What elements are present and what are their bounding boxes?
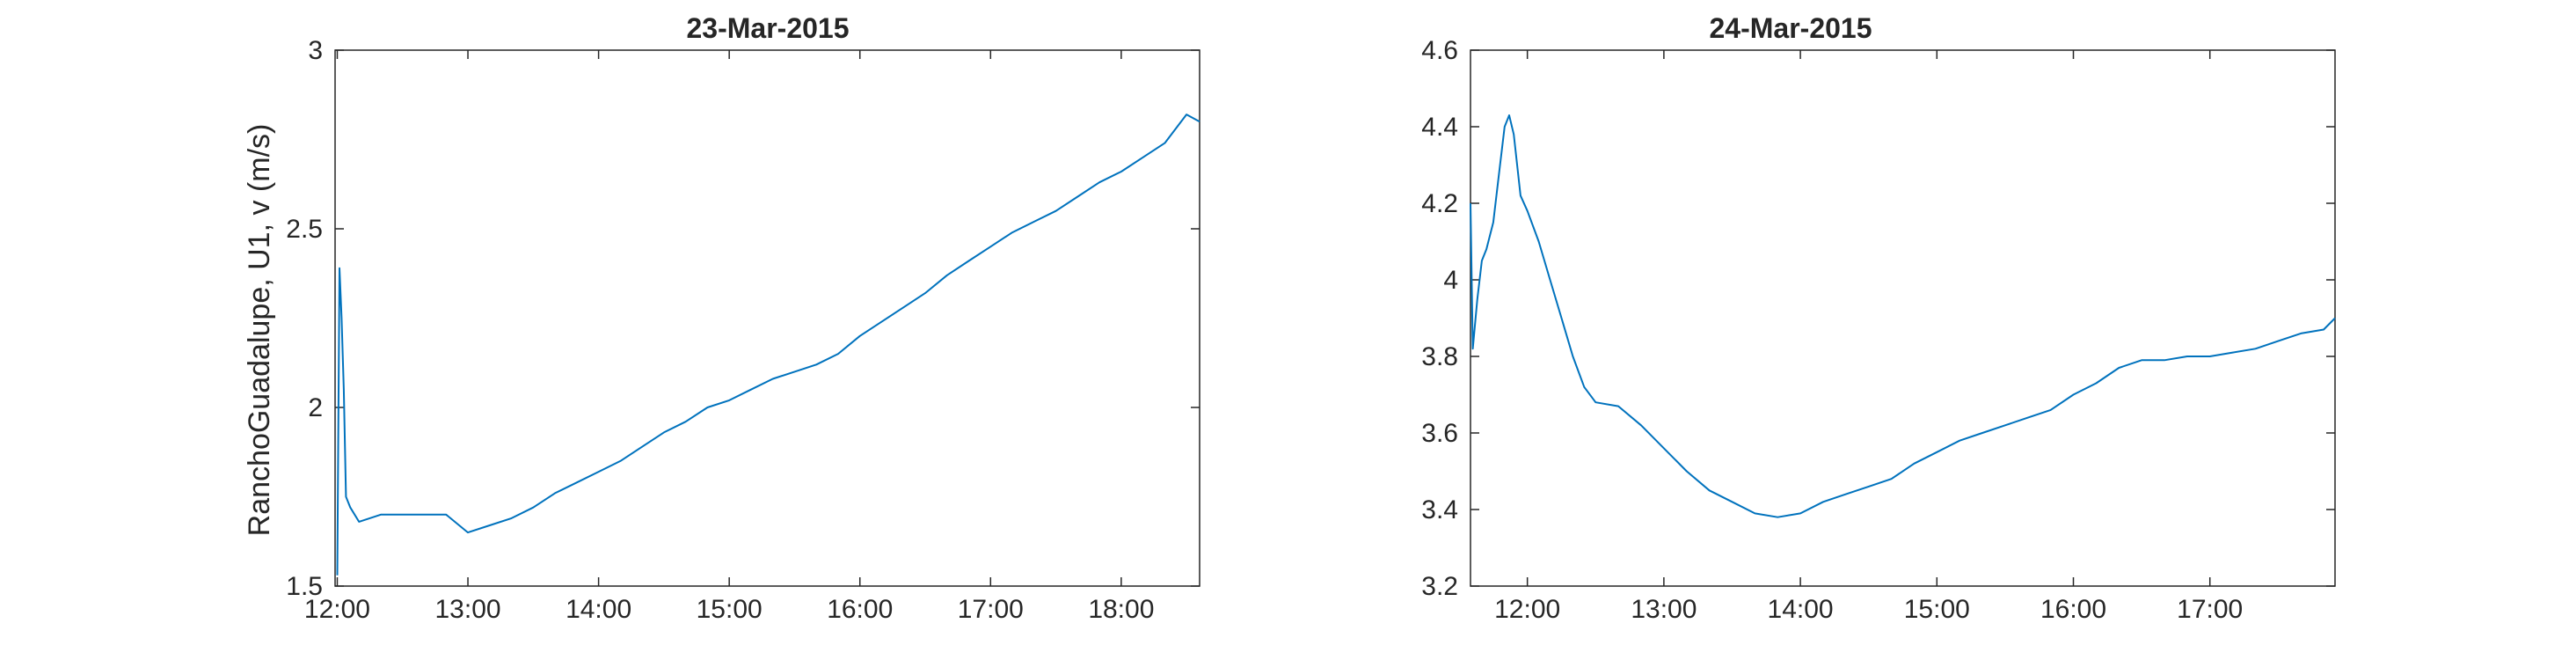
right-chart-series-line [1470,114,2336,518]
left-chart-y-tick-label: 1.5 [286,572,323,601]
right-chart-x-tick-label: 14:00 [1768,595,1834,624]
right-chart-y-tick-label: 4.4 [1421,113,1458,142]
right-chart-marks: 12:00 13:00 14:00 15:00 16:00 17:00 3.2 3.4 3.6 3… [1421,36,2336,624]
left-chart-y-tick-label: 3 [308,36,323,65]
left-chart-title: 23-Mar-2015 [687,12,850,44]
left-chart-y-axis-label: RanchoGuadalupe, U1, v (m/s) [243,124,276,537]
left-chart-x-tick-label: 18:00 [1088,595,1154,624]
left-chart-panel: 23-Mar-2015 RanchoGuadalupe, U1, v (m/s)… [243,12,1200,624]
left-chart-plot-area [334,49,1200,587]
left-chart-x-tick-label: 17:00 [958,595,1024,624]
left-chart-marks: 12:00 13:00 14:00 15:00 16:00 17:00 18:00 1.5 2 2… [286,36,1200,624]
right-chart-panel: 24-Mar-2015 12:00 13:00 14:00 15:00 16:00 17:… [1421,12,2336,624]
right-chart-x-tick-label: 15:00 [1904,595,1970,624]
left-chart-series-line [336,114,1200,576]
right-chart-y-tick-label: 3.8 [1421,342,1458,371]
right-chart-y-tick-label: 4 [1443,266,1458,295]
right-chart-x-tick-label: 12:00 [1494,595,1560,624]
right-chart-y-tick-label: 4.2 [1421,189,1458,218]
right-chart-y-tick-label: 4.6 [1421,36,1458,65]
left-chart-x-tick-label: 15:00 [697,595,763,624]
left-chart-x-tick-label: 14:00 [566,595,631,624]
right-chart-y-tick-label: 3.2 [1421,572,1458,601]
left-chart-y-tick-label: 2 [308,393,323,422]
left-chart-x-tick-label: 13:00 [435,595,501,624]
right-chart-title: 24-Mar-2015 [1710,12,1872,44]
right-chart-y-tick-label: 3.6 [1421,419,1458,448]
right-chart-y-tick-label: 3.4 [1421,495,1458,524]
right-chart-x-tick-label: 17:00 [2177,595,2243,624]
right-chart-x-tick-label: 13:00 [1631,595,1697,624]
right-chart-x-tick-label: 16:00 [2040,595,2106,624]
left-chart-x-tick-label: 12:00 [304,595,370,624]
left-chart-y-tick-label: 2.5 [286,215,323,244]
left-chart-x-tick-label: 16:00 [827,595,893,624]
